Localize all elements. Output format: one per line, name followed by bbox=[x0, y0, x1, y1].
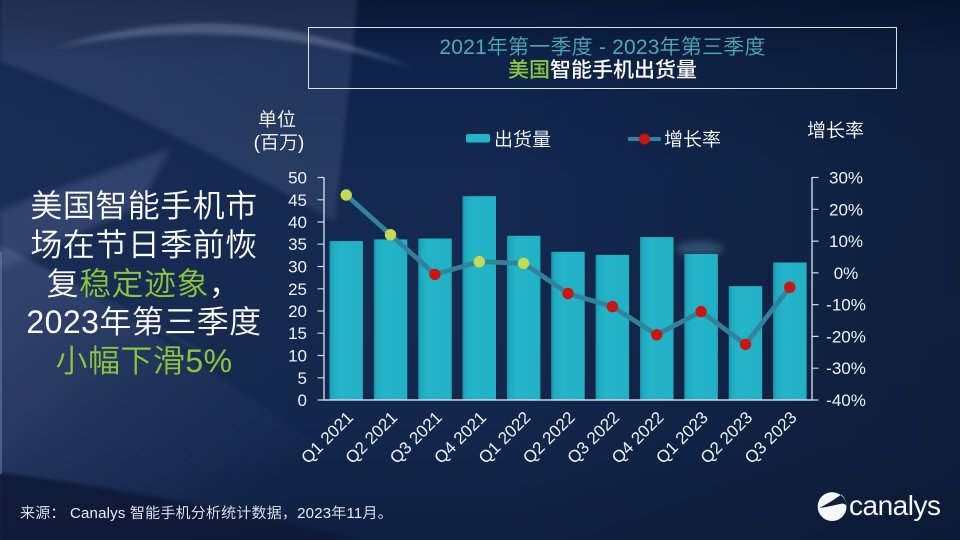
svg-text:(百万): (百万) bbox=[254, 128, 305, 155]
svg-text:35: 35 bbox=[288, 235, 307, 254]
svg-text:-40%: -40% bbox=[826, 391, 866, 410]
svg-text:出货量: 出货量 bbox=[494, 125, 551, 152]
svg-text:10: 10 bbox=[288, 347, 307, 366]
svg-text:25: 25 bbox=[288, 280, 307, 299]
svg-text:20%: 20% bbox=[829, 200, 863, 219]
svg-text:0%: 0% bbox=[834, 264, 859, 283]
svg-text:30%: 30% bbox=[829, 169, 863, 188]
svg-text:-30%: -30% bbox=[826, 359, 866, 378]
svg-text:45: 45 bbox=[288, 191, 307, 210]
svg-text:5: 5 bbox=[298, 369, 307, 388]
svg-text:-10%: -10% bbox=[826, 296, 866, 315]
svg-text:15: 15 bbox=[288, 324, 307, 343]
svg-text:20: 20 bbox=[288, 302, 307, 321]
svg-text:0: 0 bbox=[298, 391, 307, 410]
svg-text:40: 40 bbox=[288, 213, 307, 232]
svg-text:单位: 单位 bbox=[258, 105, 296, 132]
svg-text:50: 50 bbox=[288, 169, 307, 188]
svg-text:增长率: 增长率 bbox=[807, 116, 864, 143]
svg-text:增长率: 增长率 bbox=[664, 125, 721, 152]
svg-text:-20%: -20% bbox=[826, 327, 866, 346]
svg-text:30: 30 bbox=[288, 258, 307, 277]
svg-text:10%: 10% bbox=[829, 232, 863, 251]
